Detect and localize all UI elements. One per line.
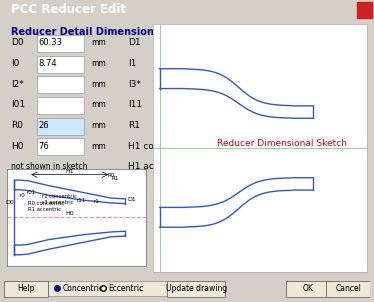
Bar bbox=[37, 97, 85, 114]
Bar bbox=[37, 35, 85, 52]
FancyBboxPatch shape bbox=[4, 281, 48, 297]
Text: H1 acc.: H1 acc. bbox=[128, 162, 162, 171]
Bar bbox=[172, 76, 220, 93]
Text: Help: Help bbox=[17, 284, 34, 293]
FancyBboxPatch shape bbox=[326, 281, 370, 297]
Bar bbox=[172, 159, 220, 176]
Text: X: X bbox=[361, 5, 368, 15]
FancyBboxPatch shape bbox=[167, 281, 226, 297]
Text: r2 concentric
r3 accentric: r2 concentric r3 accentric bbox=[42, 194, 77, 205]
Text: Cancel: Cancel bbox=[335, 284, 361, 293]
Text: mm: mm bbox=[222, 80, 237, 89]
Text: Update drawing: Update drawing bbox=[166, 284, 227, 293]
Text: mm: mm bbox=[92, 100, 107, 109]
Bar bbox=[172, 138, 220, 155]
Text: not shown in sketch: not shown in sketch bbox=[11, 162, 88, 171]
Text: 76: 76 bbox=[39, 142, 49, 151]
Text: 26.67: 26.67 bbox=[174, 38, 198, 47]
Text: Concentric: Concentric bbox=[62, 284, 104, 293]
Text: 57: 57 bbox=[174, 142, 185, 151]
Text: mm: mm bbox=[222, 142, 237, 151]
Text: D1: D1 bbox=[128, 197, 137, 202]
Bar bbox=[37, 118, 85, 134]
Text: R0: R0 bbox=[11, 121, 23, 130]
Text: r01: r01 bbox=[27, 190, 36, 195]
Text: R0: R0 bbox=[107, 173, 114, 178]
Text: PCC Reducer Edit: PCC Reducer Edit bbox=[11, 3, 126, 16]
Text: Reducer Dimensional Sketch: Reducer Dimensional Sketch bbox=[217, 139, 347, 148]
Bar bbox=[172, 97, 220, 114]
Bar bbox=[48, 281, 169, 296]
Text: r11: r11 bbox=[77, 198, 86, 203]
Text: r0: r0 bbox=[20, 193, 26, 198]
Text: Reducer Detail Dimensions:: Reducer Detail Dimensions: bbox=[11, 27, 164, 37]
Text: R0 concentric
R1 accentric: R0 concentric R1 accentric bbox=[28, 201, 64, 211]
Bar bbox=[37, 56, 85, 72]
Text: H1: H1 bbox=[65, 169, 74, 174]
Text: mm: mm bbox=[222, 59, 237, 68]
Bar bbox=[37, 76, 85, 93]
Text: I11: I11 bbox=[128, 100, 142, 109]
Text: 60.33: 60.33 bbox=[39, 38, 62, 47]
Text: I3*: I3* bbox=[128, 80, 141, 89]
Text: OK: OK bbox=[303, 284, 313, 293]
Text: 30: 30 bbox=[174, 121, 185, 130]
Text: D0: D0 bbox=[6, 200, 15, 205]
Text: H0: H0 bbox=[65, 211, 74, 216]
Text: D1: D1 bbox=[128, 38, 141, 47]
Text: R1: R1 bbox=[111, 176, 119, 181]
Text: mm: mm bbox=[222, 121, 237, 130]
Text: I1: I1 bbox=[128, 59, 137, 68]
Text: I01: I01 bbox=[11, 100, 25, 109]
Text: 8.74: 8.74 bbox=[39, 59, 57, 68]
Text: mm: mm bbox=[92, 59, 107, 68]
Text: 5.56: 5.56 bbox=[174, 59, 193, 68]
Text: r1: r1 bbox=[93, 199, 99, 204]
Text: mm: mm bbox=[92, 142, 107, 151]
Text: R1: R1 bbox=[128, 121, 140, 130]
Text: I0: I0 bbox=[11, 59, 19, 68]
FancyBboxPatch shape bbox=[286, 281, 330, 297]
Text: mm: mm bbox=[92, 80, 107, 89]
Text: mm: mm bbox=[222, 100, 237, 109]
Bar bbox=[172, 118, 220, 134]
Text: H0: H0 bbox=[11, 142, 24, 151]
Text: mm: mm bbox=[92, 38, 107, 47]
Bar bbox=[357, 2, 372, 18]
Bar bbox=[172, 56, 220, 72]
Text: I2*: I2* bbox=[11, 80, 24, 89]
Text: mm: mm bbox=[222, 162, 237, 171]
Text: 26: 26 bbox=[39, 121, 49, 130]
Text: Eccentric: Eccentric bbox=[108, 284, 144, 293]
Bar bbox=[37, 138, 85, 155]
Text: 57: 57 bbox=[174, 162, 185, 171]
Text: mm: mm bbox=[92, 121, 107, 130]
Text: D0: D0 bbox=[11, 38, 24, 47]
Text: mm: mm bbox=[222, 38, 237, 47]
Text: H1 con.: H1 con. bbox=[128, 142, 163, 151]
Bar bbox=[172, 35, 220, 52]
